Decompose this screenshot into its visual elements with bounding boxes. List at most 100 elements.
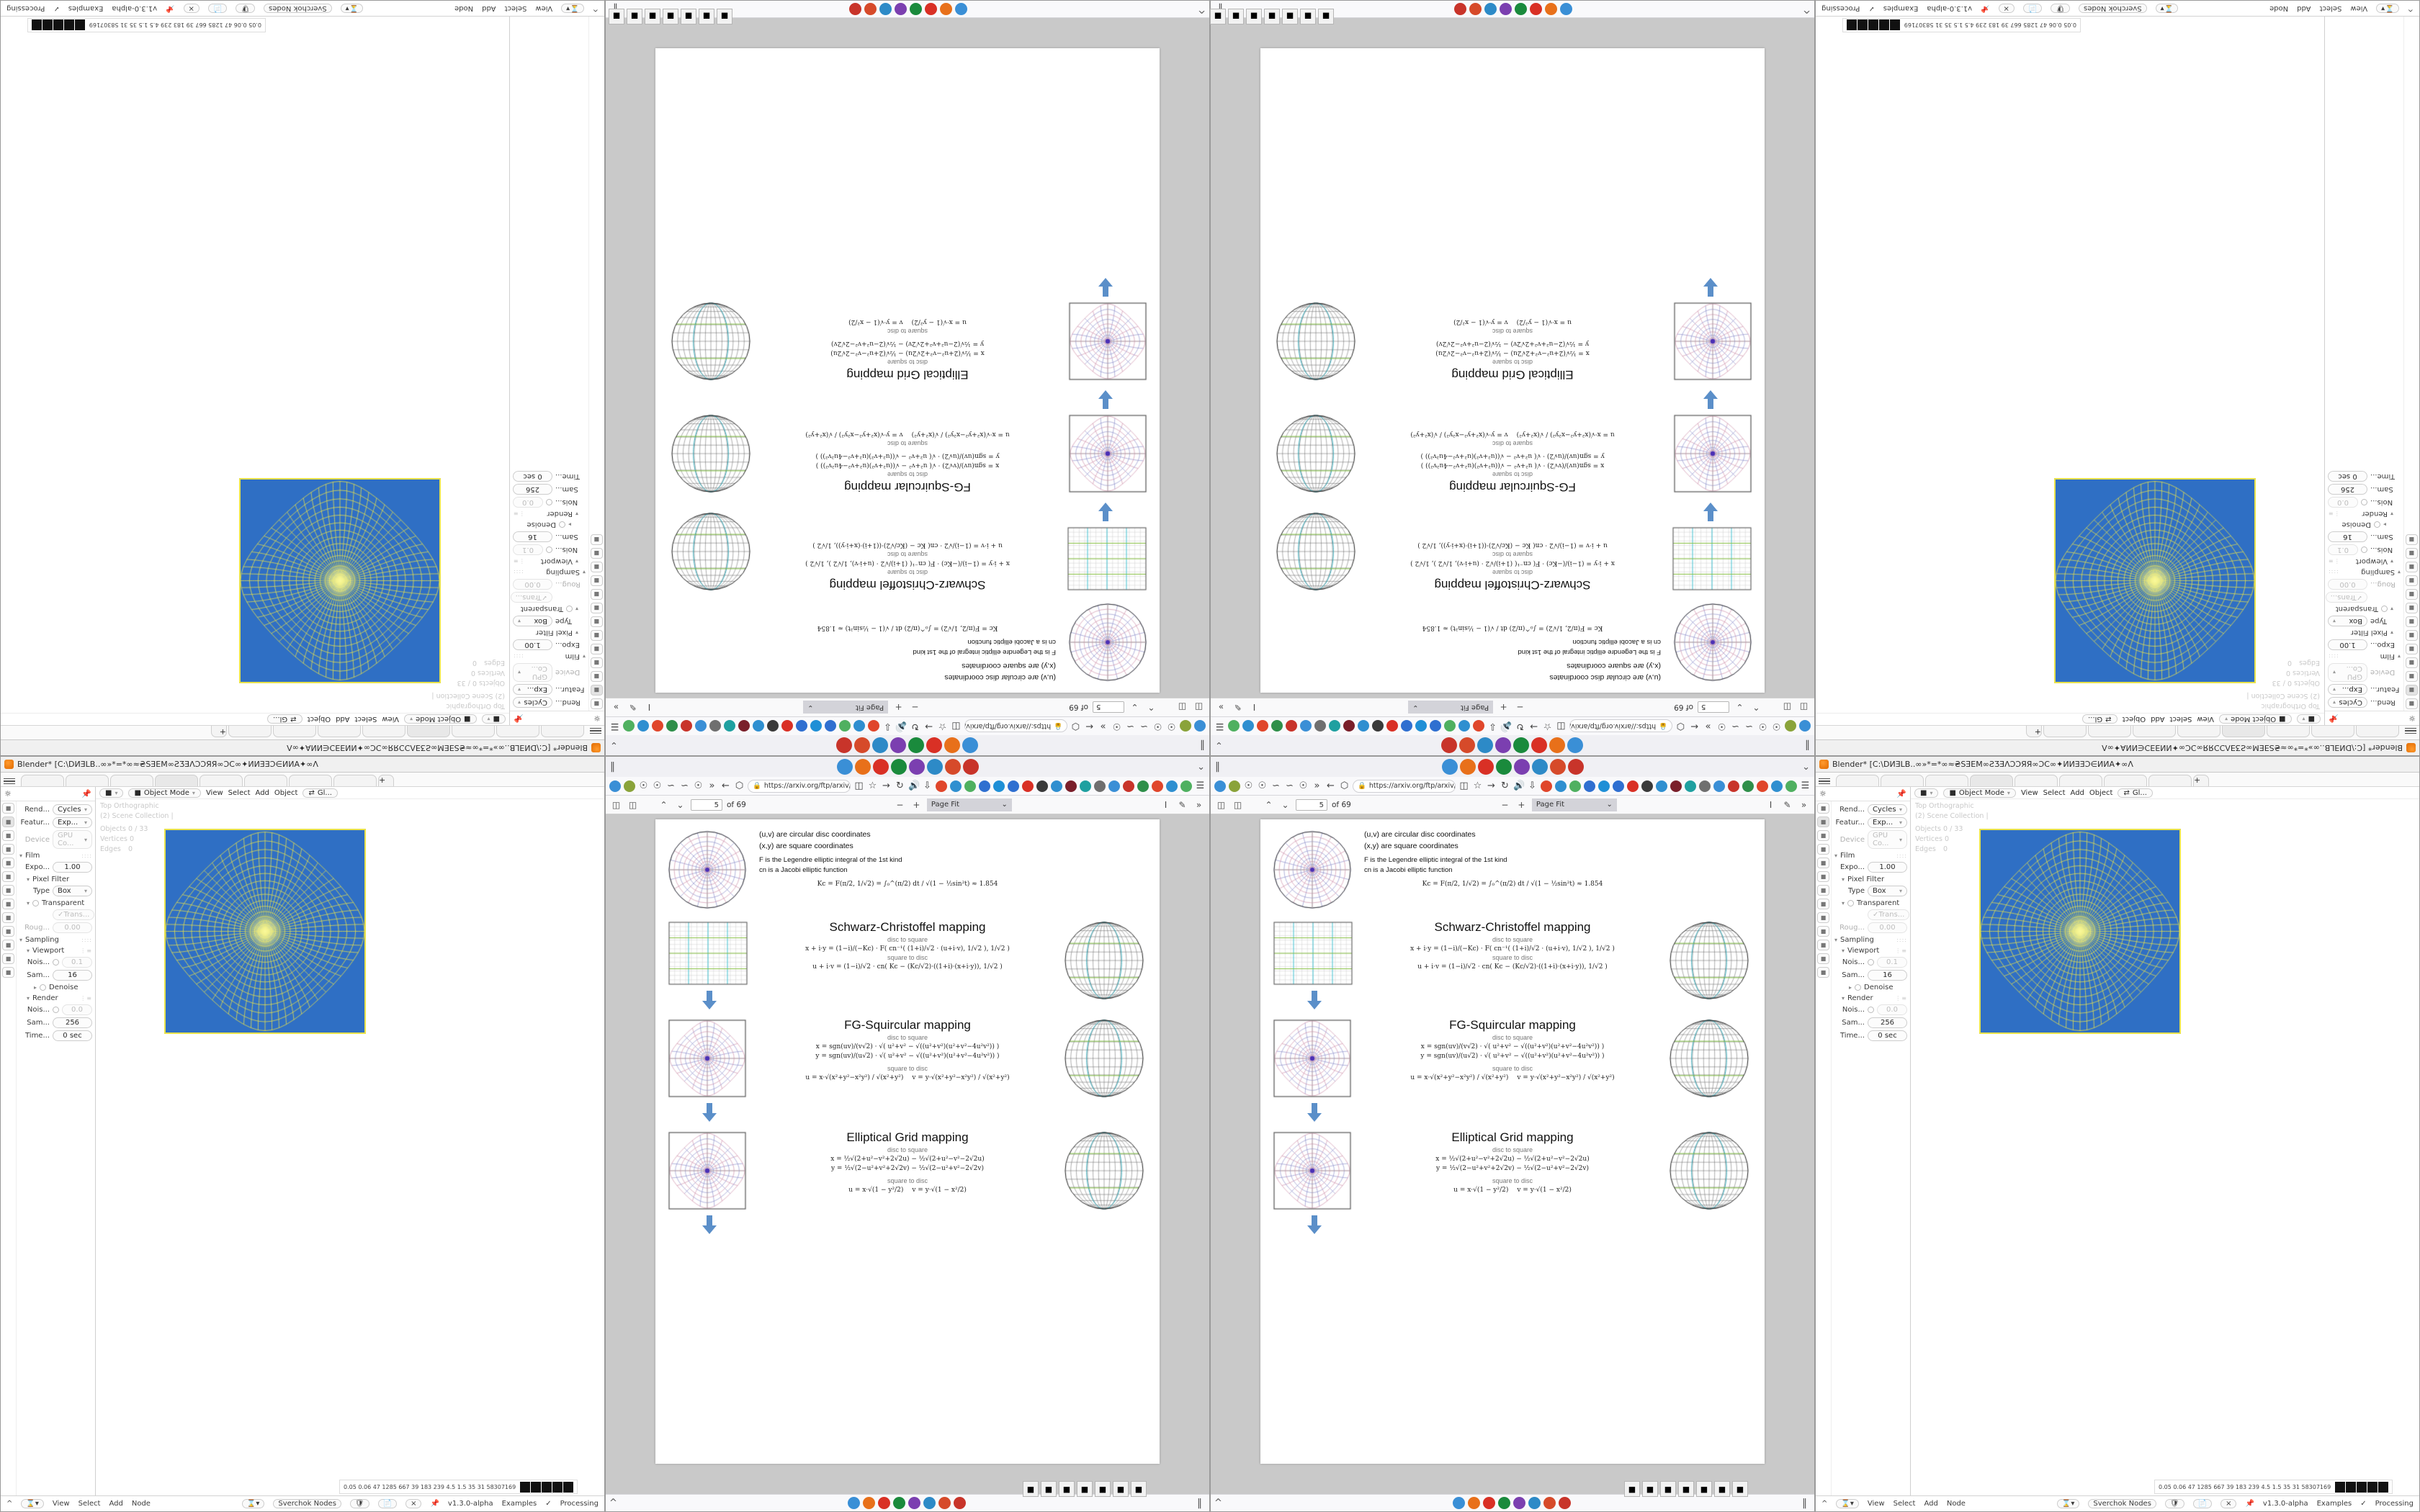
double-chevron-icon[interactable]: » bbox=[613, 702, 619, 713]
workspace-tab[interactable] bbox=[2133, 726, 2176, 737]
reload-icon[interactable]: ↻ bbox=[911, 721, 919, 732]
ublock-icon[interactable] bbox=[1713, 780, 1725, 792]
firefox2-icon[interactable] bbox=[963, 759, 980, 775]
data-icon[interactable]: ■ bbox=[591, 548, 603, 559]
calc-icon[interactable]: ■ bbox=[1714, 1481, 1730, 1497]
transform-orientation[interactable]: ⇄ Gl... bbox=[2082, 714, 2118, 724]
viewport-menu-object[interactable]: Object bbox=[274, 788, 298, 797]
noise-toggle[interactable] bbox=[53, 1007, 59, 1013]
exposure-row[interactable]: Expo... 1.00 bbox=[2328, 639, 2401, 650]
samples-value[interactable]: 16 bbox=[2328, 531, 2367, 542]
container-icon[interactable] bbox=[1286, 720, 1297, 732]
noise-value[interactable]: 0.0 bbox=[513, 497, 543, 508]
page-number-input[interactable]: 5 bbox=[1093, 701, 1124, 714]
transparent-checkbox[interactable] bbox=[565, 606, 573, 612]
gimp-icon[interactable]: ■ bbox=[1624, 1481, 1640, 1497]
add-workspace-button[interactable]: + bbox=[378, 775, 394, 786]
firefox2-icon[interactable] bbox=[848, 3, 861, 15]
firefox-icon[interactable] bbox=[1458, 737, 1475, 753]
exposure-value[interactable]: 1.00 bbox=[1868, 862, 1907, 873]
status-menu-view[interactable]: View bbox=[2350, 4, 2368, 12]
id-icon[interactable] bbox=[1094, 780, 1106, 792]
render-subsection[interactable]: ▾ Render ⋮≡ bbox=[2328, 510, 2401, 518]
globe3-icon[interactable]: ☉ bbox=[1299, 780, 1308, 791]
type-value[interactable]: Box ▾ bbox=[513, 616, 552, 626]
workspace-tab[interactable] bbox=[228, 726, 272, 737]
film-section[interactable]: ▾ Film:::: bbox=[1834, 852, 1907, 860]
status-menu-node[interactable]: Node bbox=[454, 4, 474, 12]
java-icon[interactable] bbox=[1544, 3, 1557, 15]
property-row[interactable]: Rend... Cycles ▾ bbox=[513, 697, 586, 708]
noise-value[interactable]: 0.1 bbox=[62, 957, 92, 968]
collapse-icon[interactable]: ^ bbox=[1198, 4, 1206, 14]
viewport-menu-view[interactable]: View bbox=[2020, 788, 2038, 797]
property-value[interactable]: GPU Co... ▾ bbox=[513, 663, 552, 682]
history-icon[interactable]: ∽ bbox=[1140, 721, 1148, 732]
output-icon[interactable]: ■ bbox=[591, 671, 603, 682]
add-workspace-button[interactable]: + bbox=[2026, 726, 2042, 737]
viewport-menu-select[interactable]: Select bbox=[2169, 715, 2192, 724]
chrome-icon[interactable] bbox=[1496, 759, 1512, 775]
viewport-menu-select[interactable]: Select bbox=[228, 788, 251, 797]
viewport-menu-view[interactable]: View bbox=[382, 715, 400, 724]
pixel-filter-section[interactable]: ▾ Pixel Filter bbox=[19, 876, 92, 883]
java-icon[interactable] bbox=[1549, 737, 1565, 753]
globe-icon[interactable] bbox=[724, 720, 735, 732]
terminal-icon[interactable]: ■ bbox=[1041, 1481, 1057, 1497]
status-menu-node[interactable]: Node bbox=[1946, 1500, 1966, 1508]
zoom-out-button[interactable]: − bbox=[1516, 702, 1524, 713]
blue-icon[interactable] bbox=[1476, 737, 1493, 753]
colorpicker-icon[interactable] bbox=[979, 780, 990, 792]
sync-icon[interactable] bbox=[1372, 720, 1384, 732]
status-menu-select[interactable]: Select bbox=[504, 4, 527, 12]
pdf-toolbar[interactable]: ◫ ◫ ⌃ ⌄ 5 of 69 − + Page Fit ⌄ I ✎ » bbox=[606, 796, 1209, 814]
firefox-window-bottom-left[interactable]: ‖ ⌄ ☉ ☉ ∽ ∽ ☉ » ← ⬡ 🔒 https://arxiv.org/… bbox=[605, 756, 1210, 1512]
physics-icon[interactable]: ■ bbox=[1817, 926, 1829, 937]
world-icon[interactable]: ■ bbox=[2406, 630, 2418, 641]
trash-icon[interactable] bbox=[1065, 780, 1077, 792]
transparent-section[interactable]: ▾ Transparent bbox=[513, 605, 586, 613]
zoom-select[interactable]: Page Fit ⌄ bbox=[803, 701, 889, 714]
edge-icon[interactable] bbox=[837, 759, 853, 775]
firefox-icon[interactable] bbox=[864, 3, 877, 15]
properties-tab-rail[interactable]: ■ ■ ■ ■ ■ ■ ■ ■ ■ ■ ■ ■ ■ bbox=[1816, 801, 1832, 1511]
smiley-icon[interactable] bbox=[908, 1497, 921, 1509]
notepad-icon[interactable]: ■ bbox=[1059, 1481, 1075, 1497]
pause-icon[interactable]: ‖ bbox=[1199, 739, 1205, 751]
blender-window-bottom-right[interactable]: Blender* [C:\DИƎLB..∞»*=*∞≈₴SƎEM∞ƧƷƎɅƆƆЯ… bbox=[1815, 756, 2420, 1512]
download-icon[interactable]: ⇩ bbox=[1489, 721, 1497, 732]
opera-icon[interactable] bbox=[926, 737, 942, 753]
x-icon[interactable]: × bbox=[2220, 1499, 2237, 1508]
pdf-toolbar[interactable]: ◫ ◫ ⌃ ⌄ 5 of 69 − + Page Fit ⌄ I ✎ » bbox=[1211, 698, 1814, 716]
notepad-icon[interactable]: ■ bbox=[1282, 9, 1298, 24]
globe2-icon[interactable]: ☉ bbox=[653, 780, 662, 791]
grid-icon[interactable] bbox=[1271, 720, 1283, 732]
next-page-button[interactable]: ⌄ bbox=[1736, 702, 1744, 713]
render-noise-row[interactable]: Nois... 0.0 bbox=[1834, 1004, 1907, 1015]
status-menu-view[interactable]: View bbox=[535, 4, 553, 12]
save-icon[interactable]: ■ bbox=[1095, 1481, 1111, 1497]
trash-icon[interactable] bbox=[1343, 720, 1355, 732]
container-icon[interactable] bbox=[1785, 720, 1796, 732]
world-icon[interactable]: ■ bbox=[2, 871, 14, 882]
hamburger-icon[interactable] bbox=[4, 776, 15, 786]
edge-icon[interactable] bbox=[1442, 759, 1458, 775]
wrench-icon[interactable] bbox=[1771, 780, 1783, 792]
browser-navbar[interactable]: ☉ ☉ ∽ ∽ ☉ » ← ⬡ 🔒 https://arxiv.org/ftp/… bbox=[606, 777, 1209, 796]
film-section[interactable]: ▾ Film:::: bbox=[513, 652, 586, 660]
viewport-subsection[interactable]: ▾ Viewport ⋮≡ bbox=[1834, 947, 1907, 955]
firefox2-icon[interactable] bbox=[1453, 3, 1466, 15]
download-icon[interactable]: ⇩ bbox=[923, 780, 931, 791]
properties-tab-rail[interactable]: ■ ■ ■ ■ ■ ■ ■ ■ ■ ■ ■ ■ ■ bbox=[1, 801, 17, 1511]
url-bar[interactable]: 🔒 https://arxiv.org/ftp/arxiv/papers/170… bbox=[1569, 719, 1672, 733]
gear-icon[interactable] bbox=[623, 720, 635, 732]
double-chevron-icon[interactable]: » bbox=[709, 780, 715, 791]
translate-icon[interactable] bbox=[1598, 780, 1610, 792]
object-icon[interactable]: ■ bbox=[2406, 616, 2418, 627]
plus-icon[interactable] bbox=[1386, 720, 1398, 732]
reader-view-icon[interactable]: ◫ bbox=[1556, 721, 1566, 732]
constraint-icon[interactable]: ■ bbox=[1817, 940, 1829, 950]
data-icon[interactable]: ■ bbox=[1817, 953, 1829, 964]
x-icon[interactable]: × bbox=[1998, 4, 2015, 13]
property-row[interactable]: Device GPU Co... ▾ bbox=[19, 830, 92, 849]
